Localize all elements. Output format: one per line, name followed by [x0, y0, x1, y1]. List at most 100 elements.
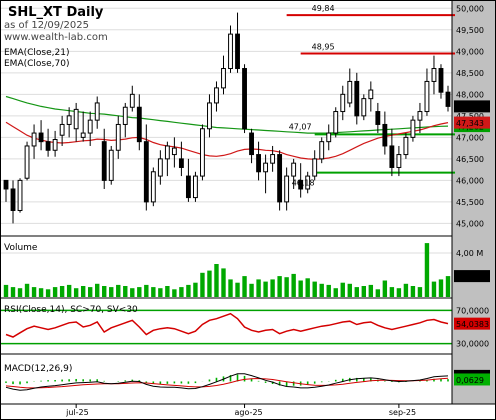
volume-bar [417, 287, 423, 297]
candle-body [143, 141, 149, 203]
candle [291, 158, 297, 189]
volume-bar [319, 283, 324, 297]
volume-value-tag-bg [454, 270, 490, 283]
candle [129, 85, 135, 112]
rsi-label: RSI(Close,14), SC>70, SV<30 [4, 305, 138, 315]
candle [178, 141, 184, 177]
candle [375, 102, 381, 134]
candle-body [185, 175, 191, 199]
x-tick-label: ago-25 [235, 408, 263, 417]
volume-bar [326, 284, 331, 297]
candle [256, 141, 262, 181]
candle-body [333, 111, 339, 134]
candle [115, 115, 121, 159]
candle [108, 145, 114, 185]
volume-bar [361, 286, 367, 297]
candle-body [417, 111, 423, 121]
volume-bar [24, 283, 30, 297]
volume-bar [333, 288, 338, 297]
candle [87, 111, 93, 146]
candle-body [319, 141, 325, 160]
candle-body [277, 154, 283, 203]
volume-bar [87, 287, 93, 297]
volume-bar [52, 287, 58, 297]
volume-bar [66, 284, 72, 297]
volume-bar [130, 288, 135, 297]
volume-bar [45, 289, 51, 297]
candle-body [396, 154, 402, 168]
volume-bar [242, 276, 247, 297]
candle [410, 115, 416, 142]
candle-body [326, 132, 332, 143]
volume-bar [123, 286, 128, 297]
site-url: www.wealth-lab.com [4, 32, 108, 43]
volume-bar [277, 276, 282, 297]
volume-bar [193, 282, 198, 297]
candle [403, 133, 409, 159]
candle-body [431, 68, 437, 82]
volume-bar [200, 272, 205, 297]
candle [52, 130, 58, 157]
volume-bar [263, 281, 268, 297]
candle [143, 124, 149, 211]
candle [368, 81, 374, 112]
price-tick-label: 45,500 [456, 198, 484, 207]
candle [10, 180, 16, 224]
candle [277, 150, 283, 211]
candle-body [228, 33, 233, 70]
price-value-tag-bg [454, 100, 490, 113]
candle [382, 111, 388, 155]
candle-body [171, 147, 177, 156]
candle-body [178, 158, 184, 168]
candle-body [157, 158, 163, 177]
candle-body [438, 68, 444, 93]
candle-body [214, 87, 219, 104]
candle [136, 94, 142, 151]
candle [249, 128, 254, 164]
candle [305, 171, 311, 194]
candle [24, 141, 30, 181]
rsi-bands [0, 309, 452, 345]
x-axis: jul-25 ago-25 sep-25 [65, 404, 416, 417]
volume-bar [151, 287, 156, 297]
volume-bar [116, 284, 121, 297]
candle [354, 72, 360, 125]
volume-bar [270, 279, 275, 297]
price-tick-label: 47,000 [456, 133, 484, 142]
candle [59, 115, 65, 146]
ema21-polyline [5, 121, 449, 160]
candle [263, 154, 269, 194]
candle [284, 167, 290, 211]
price-tick-label: 50,000 [456, 4, 484, 13]
candle [45, 128, 51, 157]
volume-bar [158, 288, 163, 297]
candle [396, 145, 402, 177]
macd-lines [5, 373, 449, 391]
level-annotation: 46,18 [292, 179, 315, 188]
candle-body [382, 123, 388, 147]
volume-value-tag: 1,90 M [456, 273, 483, 282]
price-tick-label: 46,500 [456, 155, 484, 164]
candle [80, 111, 86, 142]
volume-bar [80, 286, 86, 297]
candle-body [361, 98, 367, 117]
candle [431, 55, 437, 95]
rsi-tick-label: 70,0000 [456, 306, 489, 315]
macd-polyline [5, 373, 449, 391]
candle-body [10, 188, 16, 211]
candle [445, 85, 451, 112]
volume-bar [235, 282, 240, 297]
candle-body [52, 139, 58, 151]
candle-body [38, 132, 44, 143]
rsi-value-tag: 54,0383 [456, 320, 489, 329]
ema21-label: EMA(Close,21) [4, 48, 69, 58]
macd-signal-polyline [5, 377, 449, 389]
volume-bar [165, 286, 170, 297]
volume-bar [375, 289, 381, 297]
macd-line-tag-bg [454, 369, 490, 376]
candle [347, 68, 353, 108]
candle-body [298, 179, 304, 190]
candle [242, 64, 247, 134]
